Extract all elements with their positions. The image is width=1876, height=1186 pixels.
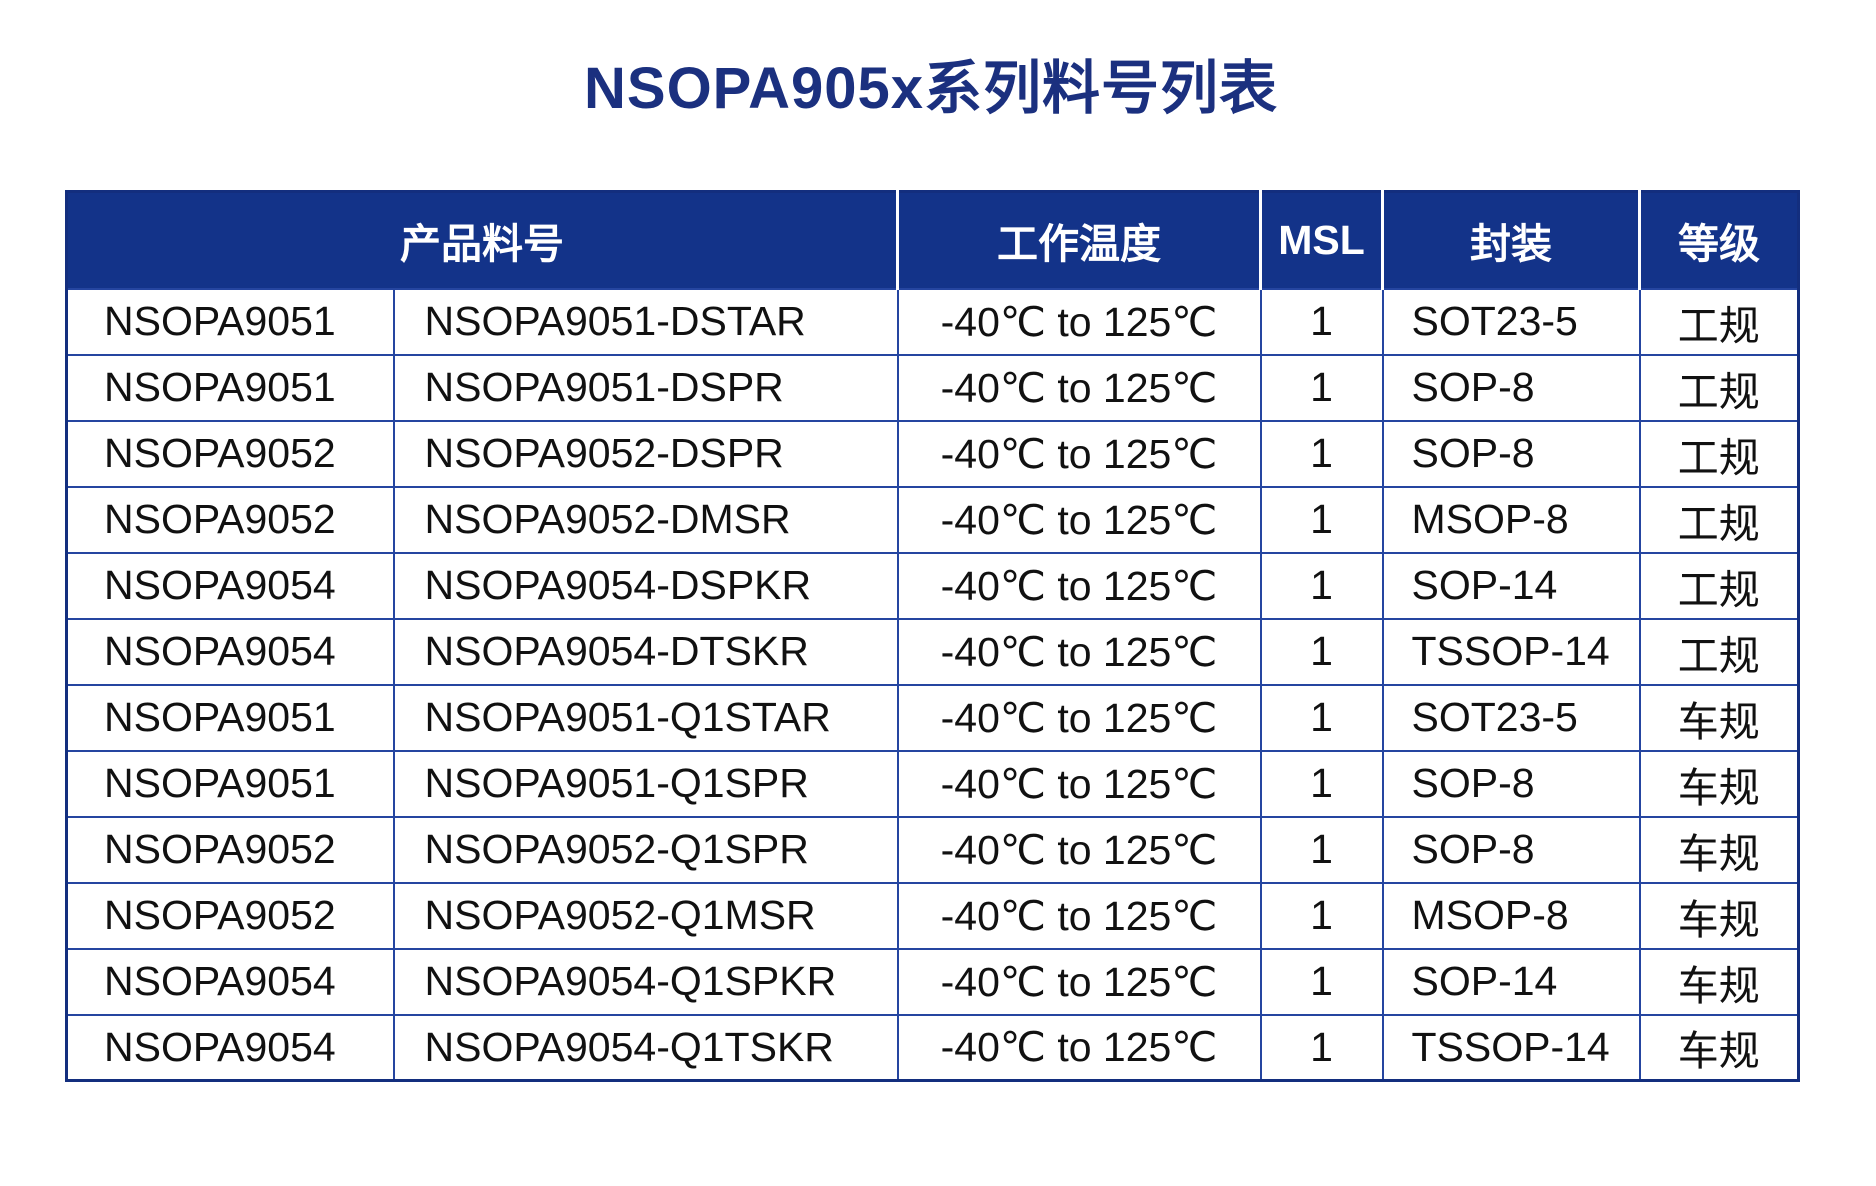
table-row: NSOPA9054 NSOPA9054-DSPKR -40℃ to 125℃ 1…: [65, 551, 1800, 620]
cell-part-number: NSOPA9052-Q1MSR: [392, 881, 899, 950]
cell-part-number: NSOPA9054-DTSKR: [392, 617, 899, 686]
cell-part-number: NSOPA9052-DSPR: [392, 419, 899, 488]
table-row: NSOPA9051 NSOPA9051-DSPR -40℃ to 125℃ 1 …: [65, 353, 1800, 422]
cell-temperature: -40℃ to 125℃: [896, 683, 1262, 752]
table-row: NSOPA9052 NSOPA9052-Q1MSR -40℃ to 125℃ 1…: [65, 881, 1800, 950]
table-row: NSOPA9052 NSOPA9052-Q1SPR -40℃ to 125℃ 1…: [65, 815, 1800, 884]
cell-grade: 车规: [1638, 749, 1800, 818]
cell-temperature: -40℃ to 125℃: [896, 485, 1262, 554]
cell-package: SOP-8: [1381, 353, 1641, 422]
cell-grade: 工规: [1638, 353, 1800, 422]
cell-temperature: -40℃ to 125℃: [896, 749, 1262, 818]
cell-msl: 1: [1259, 947, 1384, 1016]
column-header-grade: 等级: [1639, 191, 1799, 289]
parts-table: 产品料号 工作温度 MSL 封装 等级 NSOPA9051 NSOPA9051-…: [65, 190, 1800, 1082]
cell-part-number: NSOPA9051-DSTAR: [392, 287, 899, 356]
cell-part-number: NSOPA9054-DSPKR: [392, 551, 899, 620]
cell-series: NSOPA9054: [65, 1013, 395, 1082]
cell-msl: 1: [1259, 1013, 1384, 1082]
cell-part-number: NSOPA9051-Q1SPR: [392, 749, 899, 818]
cell-grade: 工规: [1638, 485, 1800, 554]
cell-grade: 工规: [1638, 287, 1800, 356]
table-row: NSOPA9051 NSOPA9051-Q1STAR -40℃ to 125℃ …: [65, 683, 1800, 752]
cell-package: SOP-14: [1381, 551, 1641, 620]
cell-part-number: NSOPA9054-Q1TSKR: [392, 1013, 899, 1082]
table-row: NSOPA9054 NSOPA9054-DTSKR -40℃ to 125℃ 1…: [65, 617, 1800, 686]
cell-temperature: -40℃ to 125℃: [896, 617, 1262, 686]
table-body: NSOPA9051 NSOPA9051-DSTAR -40℃ to 125℃ 1…: [65, 287, 1800, 1082]
cell-package: SOT23-5: [1381, 683, 1641, 752]
cell-msl: 1: [1259, 617, 1384, 686]
cell-grade: 车规: [1638, 947, 1800, 1016]
cell-temperature: -40℃ to 125℃: [896, 1013, 1262, 1082]
column-header-temperature: 工作温度: [897, 191, 1262, 289]
cell-temperature: -40℃ to 125℃: [896, 815, 1262, 884]
cell-package: MSOP-8: [1381, 485, 1641, 554]
cell-series: NSOPA9052: [65, 419, 395, 488]
table-header: 产品料号 工作温度 MSL 封装 等级: [66, 191, 1799, 289]
cell-msl: 1: [1259, 551, 1384, 620]
cell-series: NSOPA9054: [65, 947, 395, 1016]
cell-grade: 工规: [1638, 551, 1800, 620]
table-row: NSOPA9051 NSOPA9051-Q1SPR -40℃ to 125℃ 1…: [65, 749, 1800, 818]
cell-grade: 车规: [1638, 683, 1800, 752]
cell-msl: 1: [1259, 419, 1384, 488]
cell-msl: 1: [1259, 749, 1384, 818]
cell-grade: 车规: [1638, 815, 1800, 884]
table-row: NSOPA9052 NSOPA9052-DMSR -40℃ to 125℃ 1 …: [65, 485, 1800, 554]
cell-temperature: -40℃ to 125℃: [896, 551, 1262, 620]
column-header-product: 产品料号: [66, 191, 899, 289]
cell-msl: 1: [1259, 353, 1384, 422]
cell-package: SOP-14: [1381, 947, 1641, 1016]
cell-series: NSOPA9054: [65, 551, 395, 620]
table-row: NSOPA9052 NSOPA9052-DSPR -40℃ to 125℃ 1 …: [65, 419, 1800, 488]
cell-series: NSOPA9054: [65, 617, 395, 686]
cell-grade: 工规: [1638, 419, 1800, 488]
cell-temperature: -40℃ to 125℃: [896, 419, 1262, 488]
cell-package: SOP-8: [1381, 419, 1641, 488]
cell-msl: 1: [1259, 815, 1384, 884]
cell-grade: 车规: [1638, 1013, 1800, 1082]
cell-series: NSOPA9051: [65, 749, 395, 818]
cell-temperature: -40℃ to 125℃: [896, 881, 1262, 950]
cell-grade: 工规: [1638, 617, 1800, 686]
cell-package: TSSOP-14: [1381, 1013, 1641, 1082]
column-header-msl: MSL: [1260, 191, 1384, 289]
cell-part-number: NSOPA9052-DMSR: [392, 485, 899, 554]
cell-part-number: NSOPA9051-Q1STAR: [392, 683, 899, 752]
cell-series: NSOPA9051: [65, 683, 395, 752]
cell-package: SOP-8: [1381, 815, 1641, 884]
cell-package: SOT23-5: [1381, 287, 1641, 356]
table-row: NSOPA9054 NSOPA9054-Q1SPKR -40℃ to 125℃ …: [65, 947, 1800, 1016]
cell-series: NSOPA9051: [65, 353, 395, 422]
cell-msl: 1: [1259, 683, 1384, 752]
cell-temperature: -40℃ to 125℃: [896, 353, 1262, 422]
page-title: NSOPA905x系列料号列表: [584, 56, 1278, 121]
cell-temperature: -40℃ to 125℃: [896, 947, 1262, 1016]
cell-grade: 车规: [1638, 881, 1800, 950]
cell-package: TSSOP-14: [1381, 617, 1641, 686]
cell-part-number: NSOPA9052-Q1SPR: [392, 815, 899, 884]
cell-part-number: NSOPA9054-Q1SPKR: [392, 947, 899, 1016]
cell-series: NSOPA9052: [65, 881, 395, 950]
cell-series: NSOPA9052: [65, 815, 395, 884]
cell-series: NSOPA9052: [65, 485, 395, 554]
cell-package: MSOP-8: [1381, 881, 1641, 950]
cell-package: SOP-8: [1381, 749, 1641, 818]
table-row: NSOPA9054 NSOPA9054-Q1TSKR -40℃ to 125℃ …: [65, 1013, 1800, 1082]
column-header-package: 封装: [1382, 191, 1641, 289]
cell-temperature: -40℃ to 125℃: [896, 287, 1262, 356]
cell-msl: 1: [1259, 881, 1384, 950]
cell-msl: 1: [1259, 287, 1384, 356]
header-row: 产品料号 工作温度 MSL 封装 等级: [66, 191, 1799, 289]
cell-msl: 1: [1259, 485, 1384, 554]
cell-series: NSOPA9051: [65, 287, 395, 356]
table-row: NSOPA9051 NSOPA9051-DSTAR -40℃ to 125℃ 1…: [65, 287, 1800, 356]
cell-part-number: NSOPA9051-DSPR: [392, 353, 899, 422]
